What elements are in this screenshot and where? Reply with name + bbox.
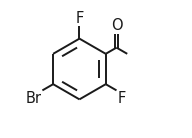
Text: F: F (75, 10, 84, 26)
Text: O: O (111, 18, 122, 33)
Text: F: F (117, 91, 125, 106)
Text: Br: Br (26, 91, 42, 106)
